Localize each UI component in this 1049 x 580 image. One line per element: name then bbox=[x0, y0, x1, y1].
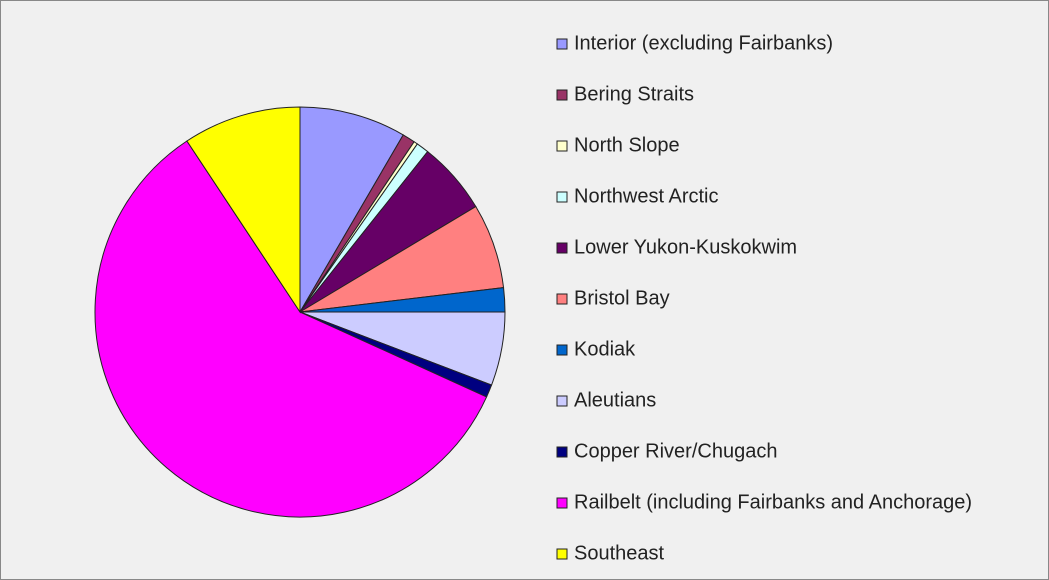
pie-slice bbox=[186, 106, 301, 314]
legend-swatch bbox=[556, 497, 568, 509]
legend-label: Aleutians bbox=[574, 389, 656, 411]
legend-swatch bbox=[556, 38, 568, 50]
pie-slice bbox=[299, 106, 404, 314]
legend-swatch bbox=[556, 548, 568, 560]
legend-label: Kodiak bbox=[574, 338, 636, 360]
legend-label: Bering Straits bbox=[574, 83, 694, 105]
legend-label: Southeast bbox=[574, 542, 665, 564]
legend-swatch bbox=[556, 242, 568, 254]
legend-swatch bbox=[556, 89, 568, 101]
legend-swatch bbox=[556, 446, 568, 458]
pie-slice bbox=[94, 140, 488, 518]
legend-swatch bbox=[556, 395, 568, 407]
legend-swatch bbox=[556, 191, 568, 203]
legend-label: Bristol Bay bbox=[574, 287, 670, 309]
legend-label: Copper River/Chugach bbox=[574, 440, 777, 462]
legend-swatch bbox=[556, 293, 568, 305]
legend-label: Interior (excluding Fairbanks) bbox=[574, 32, 833, 54]
legend-swatch bbox=[556, 344, 568, 356]
legend-label: Railbelt (including Fairbanks and Anchor… bbox=[574, 491, 972, 513]
legend-label: Lower Yukon-Kuskokwim bbox=[574, 236, 797, 258]
legend-swatch bbox=[556, 140, 568, 152]
legend-label: Northwest Arctic bbox=[574, 185, 718, 207]
legend-label: North Slope bbox=[574, 134, 680, 156]
